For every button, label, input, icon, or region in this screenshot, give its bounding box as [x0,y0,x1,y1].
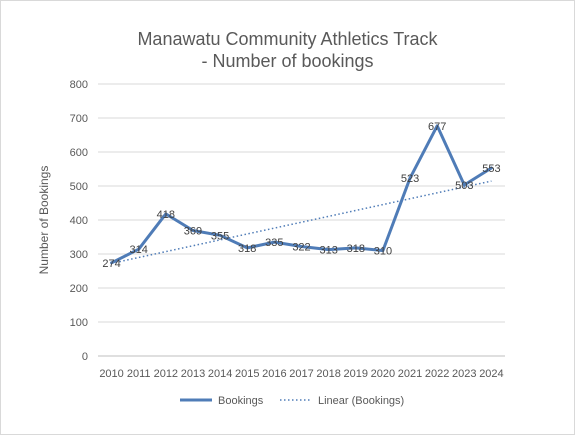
data-label: 369 [184,226,202,238]
x-tick-label: 2018 [316,368,340,380]
data-label: 310 [374,246,392,258]
chart-title: Manawatu Community Athletics Track [137,29,438,49]
data-label: 314 [130,244,148,256]
data-label: 418 [157,209,175,221]
data-label: 677 [428,121,446,133]
data-labels: 274 314 418 369 355 318 335 322 313 318 310 523 677 5… [102,121,500,270]
data-label: 523 [401,173,419,185]
y-tick-label: 0 [82,351,88,363]
legend: Bookings Linear (Bookings) [180,395,404,407]
data-label: 318 [238,243,256,255]
y-tick-label: 100 [70,317,88,329]
legend-label-linear: Linear (Bookings) [318,395,404,407]
x-tick-label: 2017 [289,368,313,380]
x-tick-labels: 2010 2011 2012 2013 2014 2015 2016 2017 2018 2019… [99,368,503,380]
x-tick-label: 2022 [425,368,449,380]
y-tick-label: 600 [70,147,88,159]
x-tick-label: 2020 [371,368,395,380]
y-tick-label: 300 [70,249,88,261]
y-tick-label: 800 [70,79,88,91]
data-label: 553 [482,163,500,175]
x-tick-label: 2015 [235,368,259,380]
x-tick-label: 2010 [99,368,123,380]
data-label: 274 [102,258,120,270]
trendline-group [111,180,492,265]
data-label: 322 [292,242,310,254]
y-tick-labels: 0 100 200 300 400 500 600 700 800 [70,79,88,363]
gridlines [98,83,505,357]
data-label: 355 [211,230,229,242]
chart-subtitle: - Number of bookings [201,51,374,71]
x-tick-label: 2023 [452,368,476,380]
x-tick-label: 2019 [344,368,368,380]
data-label: 318 [347,243,365,255]
x-tick-label: 2011 [127,368,151,380]
x-tick-label: 2012 [154,368,178,380]
series-line-bookings [110,124,493,265]
y-tick-label: 400 [70,215,88,227]
data-label: 335 [265,237,283,249]
y-tick-label: 700 [70,113,88,125]
y-axis-label: Number of Bookings [37,166,51,275]
trendline [111,180,492,265]
series-group [110,124,493,265]
y-tick-label: 500 [70,181,88,193]
x-tick-label: 2021 [398,368,422,380]
x-tick-label: 2014 [208,368,232,380]
legend-label-bookings: Bookings [218,395,264,407]
x-tick-label: 2016 [262,368,286,380]
x-tick-label: 2024 [479,368,503,380]
y-tick-label: 200 [70,283,88,295]
data-label: 503 [455,180,473,192]
x-tick-label: 2013 [181,368,205,380]
data-label: 313 [319,245,337,257]
